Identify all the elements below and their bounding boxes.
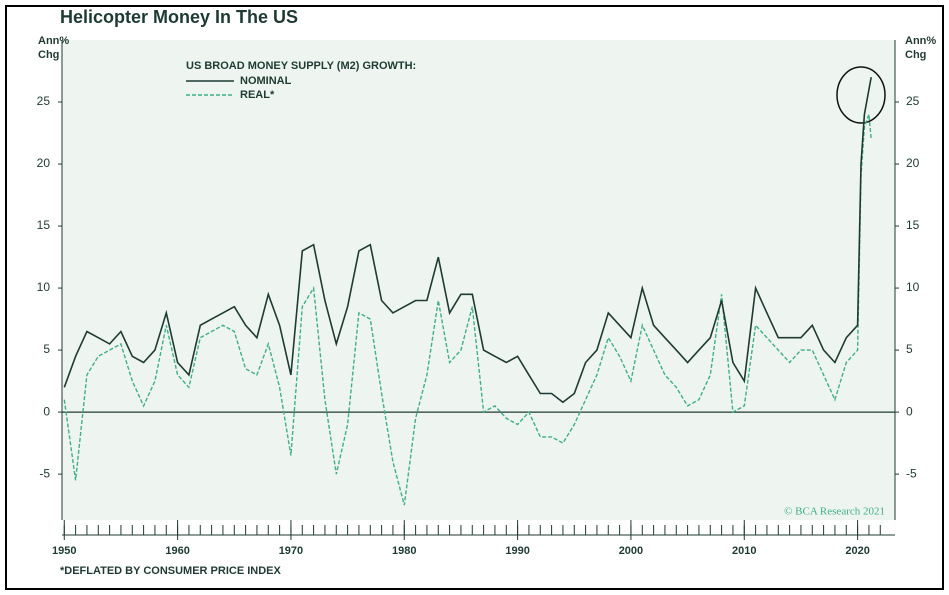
y2-tick-label: 5 xyxy=(906,342,913,356)
y-tick-label: 15 xyxy=(37,218,51,232)
x-tick-label: 2010 xyxy=(732,545,756,557)
y-tick-label: 20 xyxy=(37,156,51,170)
y2-axis-label: Ann% xyxy=(905,35,936,47)
y2-tick-label: 15 xyxy=(906,218,920,232)
x-tick-label: 2020 xyxy=(845,545,869,557)
y-tick-label: -5 xyxy=(39,466,50,480)
x-tick-label: 1960 xyxy=(165,545,189,557)
highlight-circle xyxy=(836,66,886,124)
plot-area xyxy=(62,40,895,520)
source: © BCA Research 2021 xyxy=(784,506,885,518)
legend-title: US BROAD MONEY SUPPLY (M2) GROWTH: xyxy=(186,60,416,72)
y2-tick-label: 20 xyxy=(906,156,920,170)
x-tick-label: 1990 xyxy=(505,545,529,557)
y-tick-label: 25 xyxy=(37,94,51,108)
y-tick-label: 5 xyxy=(43,342,50,356)
footnote: *DEFLATED BY CONSUMER PRICE INDEX xyxy=(60,565,282,577)
y2-tick-label: 10 xyxy=(906,280,920,294)
y2-tick-label: -5 xyxy=(906,466,917,480)
y2-tick-label: 25 xyxy=(906,94,920,108)
x-tick-label: 1980 xyxy=(392,545,416,557)
series-line xyxy=(63,114,872,506)
series-line xyxy=(63,77,872,404)
y-axis-label: Chg xyxy=(38,49,59,61)
y-axis-label: Ann% xyxy=(38,35,69,47)
x-tick-label: 2000 xyxy=(619,545,643,557)
y2-tick-label: 0 xyxy=(906,404,913,418)
legend-label: REAL* xyxy=(240,89,275,101)
x-tick-label: 1970 xyxy=(279,545,303,557)
y-tick-label: 0 xyxy=(43,404,50,418)
y2-axis-label: Chg xyxy=(905,49,926,61)
x-tick-label: 1950 xyxy=(52,545,76,557)
y-tick-label: 10 xyxy=(37,280,51,294)
chart-title: Helicopter Money In The US xyxy=(60,7,298,27)
legend-label: NOMINAL xyxy=(240,75,292,87)
